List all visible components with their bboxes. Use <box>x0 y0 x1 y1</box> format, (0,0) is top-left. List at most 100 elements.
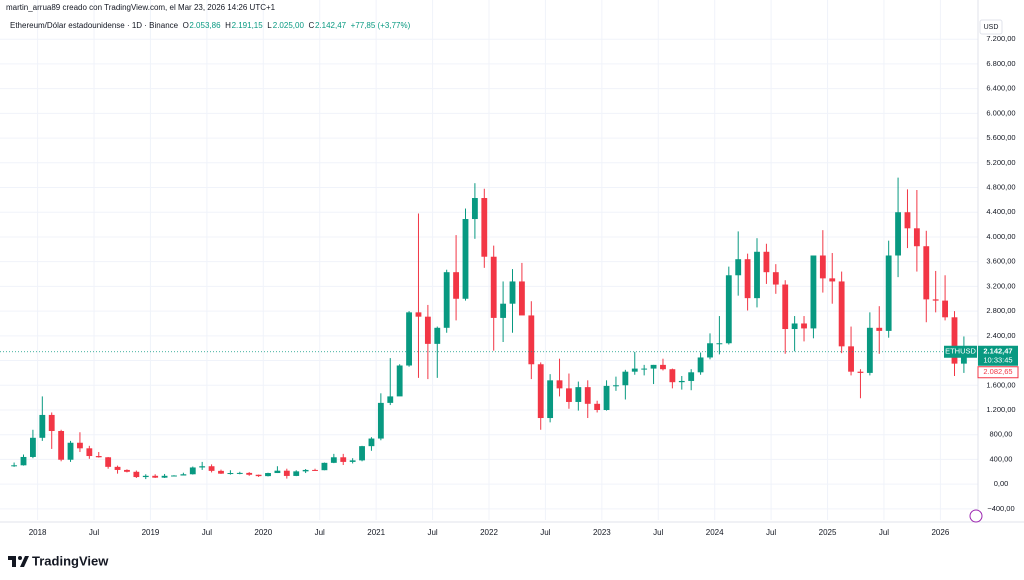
candle-body <box>199 466 206 468</box>
x-tick-label: 2021 <box>367 528 385 537</box>
y-tick-label: −400,00 <box>987 504 1014 513</box>
y-tick-label: 3.200,00 <box>986 281 1015 290</box>
candle-body <box>678 380 685 383</box>
symbol-label-bg <box>944 345 977 358</box>
currency[interactable]: USD <box>984 24 999 31</box>
candle-body <box>566 388 572 402</box>
logo-icon <box>12 556 16 567</box>
candle-body <box>462 219 469 299</box>
candle-body <box>575 387 582 402</box>
candle-body <box>293 471 300 476</box>
candle-body <box>801 323 807 329</box>
legend-value: 2.142,47 <box>315 21 347 30</box>
ohlc-legend: O 2.053,86 H 2.191,15 L 2.025,00 C 2.142,47 +77,… <box>183 21 411 30</box>
candle-body <box>735 259 742 276</box>
candle-body <box>744 259 751 299</box>
logo-text: TradingView <box>32 553 109 568</box>
y-tick-label: 400,00 <box>990 454 1013 463</box>
candle-body <box>387 396 394 403</box>
candle-body <box>594 403 601 410</box>
y-tick-label: 5.200,00 <box>986 158 1015 167</box>
symbol-label: ETHUSD <box>945 347 976 356</box>
y-tick-label: 1.600,00 <box>986 380 1015 389</box>
x-tick-label: Jul <box>202 528 212 537</box>
y-tick-label: 3.600,00 <box>986 257 1015 266</box>
y-tick-label: 5.600,00 <box>986 133 1015 142</box>
candle-body <box>29 437 36 457</box>
candle-body <box>481 198 488 257</box>
candle-body <box>772 272 779 285</box>
candle-body <box>471 198 478 220</box>
candle-body <box>650 364 657 369</box>
y-tick-label: 6.400,00 <box>986 84 1015 93</box>
alt-price-bg <box>977 366 1019 379</box>
x-tick-label: 2018 <box>29 528 47 537</box>
candle-body <box>11 465 18 467</box>
candle-body <box>810 255 817 329</box>
x-tick-label: 2025 <box>819 528 837 537</box>
candle-body <box>359 446 365 461</box>
candle-body <box>124 469 130 472</box>
candle-body <box>368 438 375 447</box>
candle-body <box>904 212 911 229</box>
y-tick-label: 800,00 <box>990 430 1013 439</box>
candle-body <box>302 469 309 472</box>
candle-body <box>913 228 920 247</box>
candle-body <box>537 364 544 419</box>
candle-body <box>829 278 836 282</box>
y-tick-label: 4.000,00 <box>986 232 1015 241</box>
candle-body <box>556 380 563 389</box>
candle-body <box>622 371 629 386</box>
candle-body <box>77 442 83 449</box>
candle-body <box>528 315 535 365</box>
candle-body <box>265 473 271 477</box>
candle-body <box>180 474 187 476</box>
y-tick-label: 0,00 <box>994 479 1009 488</box>
candle-body <box>105 457 112 467</box>
candle-body <box>688 372 695 381</box>
y-tick-label: 6.000,00 <box>986 108 1015 117</box>
candle-body <box>838 281 845 347</box>
candle-body <box>603 385 610 410</box>
legend-value: 2.191,15 <box>232 21 264 30</box>
candle-body <box>227 473 234 475</box>
candle-body <box>866 327 873 373</box>
candle-body <box>716 343 723 345</box>
candle-body <box>518 281 525 316</box>
candle-body <box>67 442 74 460</box>
candle-body <box>274 470 281 474</box>
y-tick-label: 1.200,00 <box>986 405 1015 414</box>
candle-body <box>86 448 93 457</box>
x-tick-label: 2020 <box>254 528 272 537</box>
currency-box[interactable] <box>979 19 1003 35</box>
candle-body <box>236 472 243 474</box>
candle-body <box>189 467 196 475</box>
candle-body <box>490 256 497 318</box>
candle-body <box>114 466 121 470</box>
candle-body <box>415 312 422 317</box>
event-marker[interactable] <box>969 509 983 523</box>
candle-body <box>754 251 760 299</box>
y-tick-label: 2.400,00 <box>986 331 1015 340</box>
candle-body <box>133 471 140 478</box>
x-tick-label: 2026 <box>931 528 949 537</box>
candle-body <box>895 212 901 256</box>
legend-change: +77,85 (+3,77%) <box>351 21 411 30</box>
alt-price-label: 2.082,65 <box>983 367 1012 376</box>
candles <box>11 177 967 480</box>
candle-body <box>584 387 591 404</box>
candle-body <box>631 368 638 372</box>
candle-body <box>951 317 958 364</box>
candle-body <box>819 255 826 279</box>
candle-body <box>218 470 224 474</box>
candle-body <box>876 327 883 331</box>
candle-body <box>707 343 713 358</box>
candle-body <box>48 414 55 432</box>
candle-body <box>340 457 347 462</box>
y-tick-label: 4.400,00 <box>986 207 1015 216</box>
legend-key: H <box>225 21 231 30</box>
countdown-label: 10:33:45 <box>983 356 1012 365</box>
candle-body <box>669 369 676 383</box>
candle-body <box>509 281 516 304</box>
